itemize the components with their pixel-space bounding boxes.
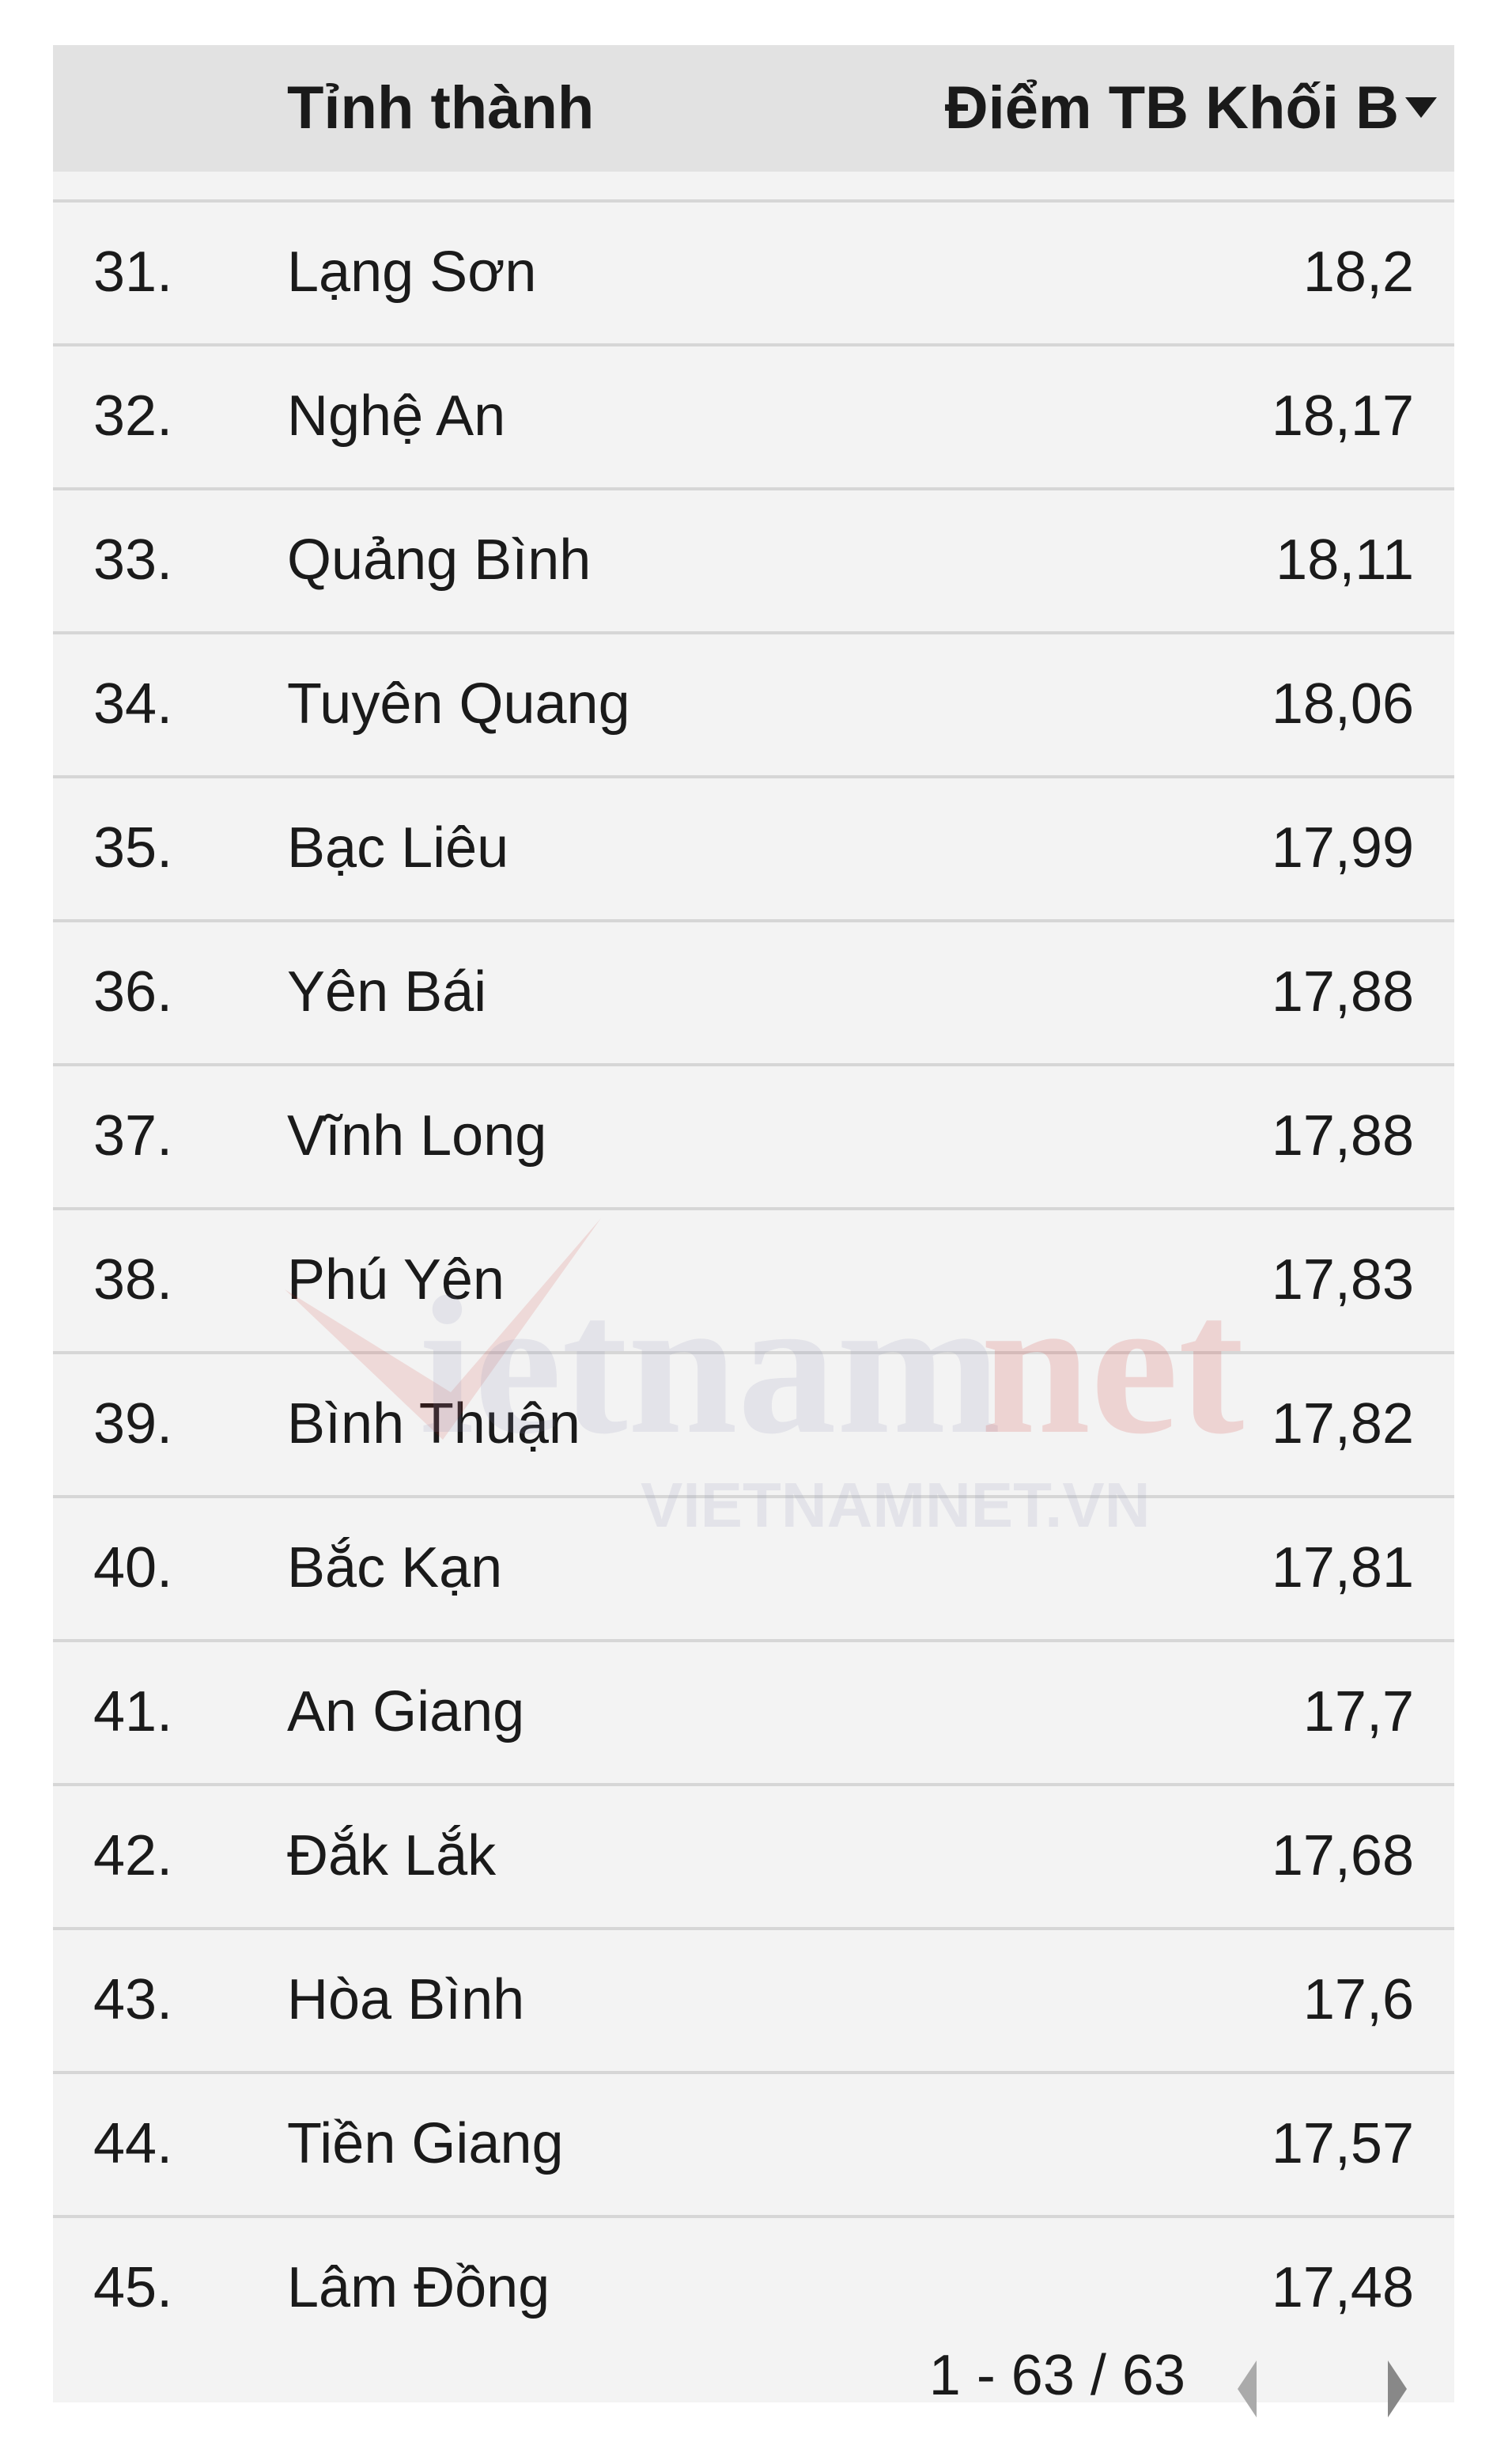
score-cell: 17,82 — [1271, 1392, 1414, 1456]
rank-cell: 35. — [93, 816, 173, 880]
rank-cell: 36. — [93, 960, 173, 1024]
table-row: 45. Lâm Đồng 17,48 — [53, 2215, 1454, 2359]
table-row: 34. Tuyên Quang 18,06 — [53, 631, 1454, 775]
table-row: 40. Bắc Kạn 17,81 — [53, 1495, 1454, 1639]
table-row: 36. Yên Bái 17,88 — [53, 919, 1454, 1063]
table-row: 44. Tiền Giang 17,57 — [53, 2071, 1454, 2215]
score-cell: 17,81 — [1271, 1536, 1414, 1599]
province-cell: Hòa Bình — [287, 1968, 525, 2031]
score-cell: 18,06 — [1271, 672, 1414, 736]
province-cell: Lạng Sơn — [287, 240, 537, 304]
score-cell: 17,88 — [1271, 960, 1414, 1024]
rank-cell: 32. — [93, 384, 173, 448]
table-header: Tỉnh thành Điểm TB Khối B — [53, 45, 1454, 172]
table-body: 31. Lạng Sơn 18,2 32. Nghệ An 18,17 33. Quảng B… — [53, 199, 1454, 2359]
score-cell: 17,68 — [1271, 1824, 1414, 1887]
pagination-range: 1 - 63 / 63 — [928, 2344, 1185, 2407]
previous-page-icon[interactable] — [1238, 2360, 1257, 2417]
province-cell: Lâm Đồng — [287, 2256, 550, 2319]
table-row: 32. Nghệ An 18,17 — [53, 343, 1454, 487]
province-cell: Vĩnh Long — [287, 1104, 547, 1168]
province-cell: Quảng Bình — [287, 528, 592, 592]
province-cell: Bình Thuận — [287, 1392, 580, 1456]
table-row: 43. Hòa Bình 17,6 — [53, 1927, 1454, 2071]
score-cell: 18,11 — [1276, 528, 1414, 592]
province-cell: Tuyên Quang — [287, 672, 630, 736]
score-cell: 18,2 — [1302, 240, 1414, 304]
table-row: 33. Quảng Bình 18,11 — [53, 487, 1454, 631]
province-cell: Bạc Liêu — [287, 816, 509, 880]
province-cell: Tiền Giang — [287, 2112, 564, 2175]
score-cell: 17,83 — [1271, 1248, 1414, 1312]
column-header-province[interactable]: Tỉnh thành — [287, 74, 595, 142]
score-cell: 17,7 — [1302, 1680, 1414, 1743]
table-row: 41. An Giang 17,7 — [53, 1639, 1454, 1783]
province-cell: An Giang — [287, 1680, 525, 1743]
rank-cell: 37. — [93, 1104, 173, 1168]
rank-cell: 33. — [93, 528, 173, 592]
rank-cell: 42. — [93, 1824, 173, 1887]
ranking-table: Tỉnh thành Điểm TB Khối B 31. Lạng Sơn 18,… — [53, 45, 1454, 2417]
table-row: 35. Bạc Liêu 17,99 — [53, 775, 1454, 919]
score-cell: 17,48 — [1271, 2256, 1414, 2319]
rank-cell: 41. — [93, 1680, 173, 1743]
rank-cell: 40. — [93, 1536, 173, 1599]
table-row: 39. Bình Thuận 17,82 — [53, 1351, 1454, 1495]
rank-cell: 39. — [93, 1392, 173, 1456]
score-cell: 18,17 — [1271, 384, 1414, 448]
table-row: 38. Phú Yên 17,83 — [53, 1207, 1454, 1351]
pagination: 1 - 63 / 63 — [53, 2343, 1454, 2438]
rank-cell: 45. — [93, 2256, 173, 2319]
province-cell: Bắc Kạn — [287, 1536, 503, 1599]
score-cell: 17,99 — [1271, 816, 1414, 880]
table-row: 37. Vĩnh Long 17,88 — [53, 1063, 1454, 1207]
rank-cell: 38. — [93, 1248, 173, 1312]
province-cell: Nghệ An — [287, 384, 506, 448]
column-header-score[interactable]: Điểm TB Khối B — [944, 74, 1399, 142]
rank-cell: 44. — [93, 2112, 173, 2175]
score-cell: 17,88 — [1271, 1104, 1414, 1168]
province-cell: Đắk Lắk — [287, 1824, 497, 1887]
next-page-icon[interactable] — [1388, 2360, 1407, 2417]
sort-descending-icon[interactable] — [1405, 97, 1437, 118]
rank-cell: 31. — [93, 240, 173, 304]
rank-cell: 34. — [93, 672, 173, 736]
table-row: 42. Đắk Lắk 17,68 — [53, 1783, 1454, 1927]
province-cell: Yên Bái — [287, 960, 487, 1024]
score-cell: 17,57 — [1271, 2112, 1414, 2175]
province-cell: Phú Yên — [287, 1248, 505, 1312]
rank-cell: 43. — [93, 1968, 173, 2031]
table-row: 31. Lạng Sơn 18,2 — [53, 199, 1454, 343]
score-cell: 17,6 — [1302, 1968, 1414, 2031]
